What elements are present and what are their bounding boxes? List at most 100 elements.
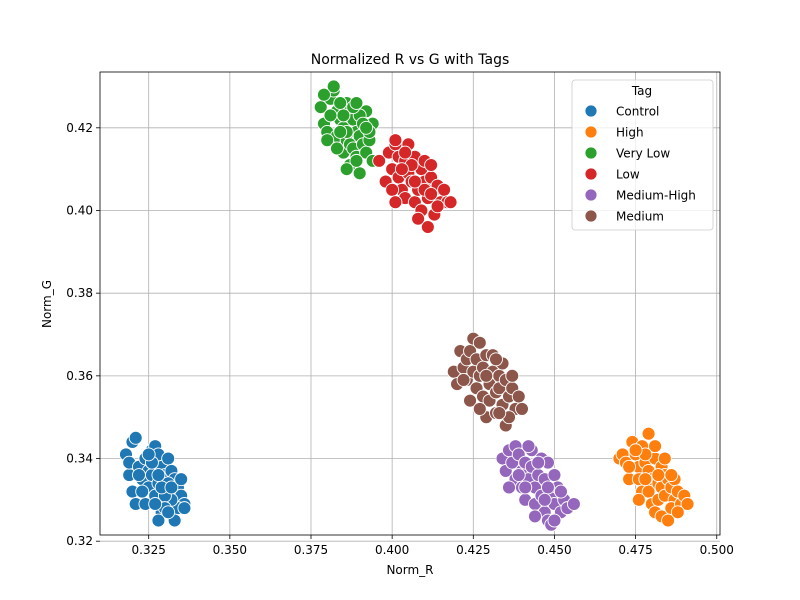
legend-item: Low	[584, 167, 640, 182]
y-tick-label: 0.32	[66, 534, 93, 548]
x-tick-label: 0.325	[132, 543, 166, 557]
legend-marker	[584, 188, 598, 202]
data-point	[349, 153, 364, 168]
data-point	[664, 468, 679, 483]
data-point	[388, 195, 403, 210]
data-point	[128, 430, 143, 445]
data-point	[566, 497, 581, 511]
data-point	[174, 472, 189, 487]
data-point	[463, 393, 478, 408]
legend-item: Very Low	[584, 146, 670, 161]
data-point	[680, 497, 695, 511]
y-tick-label: 0.36	[66, 369, 93, 383]
chart-title: Normalized R vs G with Tags	[311, 52, 510, 68]
data-point	[638, 472, 653, 487]
data-point	[537, 492, 552, 507]
data-point	[492, 406, 507, 420]
data-point	[511, 389, 526, 404]
data-point	[141, 447, 156, 462]
y-tick-label: 0.34	[66, 452, 93, 466]
x-tick-label: 0.400	[375, 543, 409, 557]
series-high	[612, 426, 695, 528]
y-tick-label: 0.42	[66, 121, 93, 135]
data-point	[320, 133, 335, 148]
data-point	[424, 158, 439, 172]
data-point	[411, 211, 426, 226]
data-point	[135, 484, 150, 499]
data-point	[505, 368, 520, 383]
legend-item: Medium-High	[584, 188, 696, 203]
data-point	[502, 480, 516, 495]
data-point	[388, 133, 403, 148]
data-point	[511, 468, 526, 483]
legend-marker	[584, 209, 598, 223]
data-point	[628, 443, 643, 458]
data-point	[333, 124, 348, 139]
data-point	[651, 468, 666, 483]
legend-marker	[584, 125, 598, 139]
data-point	[515, 401, 529, 416]
legend-label: Low	[616, 168, 640, 182]
legend: Tag Control High Very Low Low Medium-High Med…	[571, 79, 714, 231]
legend-marker	[584, 146, 598, 160]
data-point	[657, 451, 672, 466]
legend-item: Control	[584, 104, 659, 119]
legend-marker	[584, 167, 598, 181]
data-point	[394, 162, 409, 177]
data-point	[407, 174, 422, 189]
x-tick-label: 0.450	[537, 543, 571, 557]
data-point	[437, 182, 452, 197]
x-tick-label: 0.500	[700, 543, 734, 557]
legend-box	[571, 79, 714, 231]
x-tick-label: 0.475	[618, 543, 652, 557]
legend-label: Medium-High	[616, 189, 696, 203]
data-point	[430, 199, 445, 214]
y-tick-label: 0.40	[66, 203, 93, 217]
data-point	[352, 166, 367, 181]
series-low	[372, 133, 458, 234]
data-point	[661, 513, 676, 528]
data-points	[119, 79, 695, 532]
data-point	[359, 120, 374, 135]
series-medium	[446, 331, 529, 433]
data-point	[164, 480, 179, 495]
x-tick-label: 0.375	[294, 543, 328, 557]
data-point	[622, 459, 637, 474]
x-axis-label: Norm_R	[386, 563, 433, 577]
data-point	[336, 108, 351, 123]
data-point	[339, 162, 354, 177]
y-tick-label: 0.38	[66, 286, 93, 300]
series-medium-high	[495, 439, 581, 532]
data-point	[372, 153, 387, 168]
data-point	[333, 96, 348, 110]
data-point	[148, 497, 163, 511]
data-point	[151, 513, 166, 528]
data-point	[161, 505, 176, 520]
data-point	[641, 426, 656, 441]
data-point	[553, 484, 568, 499]
data-point	[326, 79, 341, 94]
data-point	[349, 96, 364, 110]
data-point	[132, 468, 146, 483]
data-point	[547, 468, 562, 483]
data-point	[177, 501, 192, 516]
x-tick-label: 0.425	[456, 543, 490, 557]
data-point	[528, 509, 542, 524]
legend-label: High	[616, 126, 644, 140]
legend-label: Control	[616, 105, 659, 119]
legend-item: Medium	[584, 209, 664, 224]
data-point	[161, 451, 176, 466]
data-point	[518, 480, 533, 495]
data-point	[479, 368, 494, 383]
data-point	[456, 373, 471, 387]
plot-frame	[99, 71, 721, 536]
data-point	[385, 182, 400, 197]
legend-items: Control High Very Low Low Medium-High Medium	[584, 104, 696, 224]
legend-marker	[584, 104, 598, 118]
series-control	[119, 430, 192, 528]
data-point	[330, 141, 344, 156]
data-point	[521, 439, 536, 454]
y-axis-label: Norm_G	[40, 280, 54, 328]
data-point	[424, 187, 439, 201]
legend-label: Very Low	[616, 147, 670, 161]
